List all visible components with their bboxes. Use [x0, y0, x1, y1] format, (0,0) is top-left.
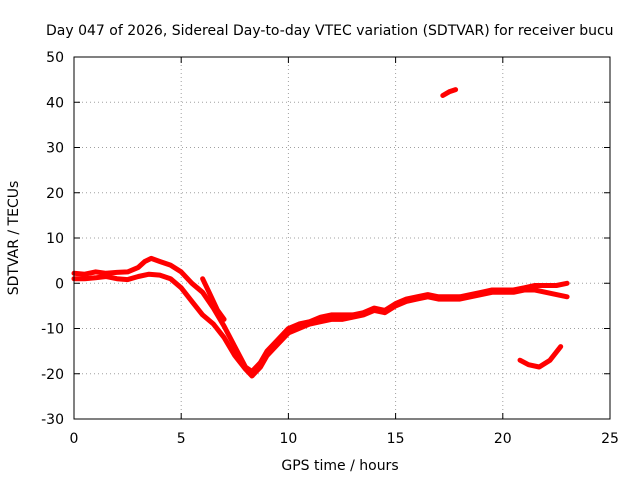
x-tick-label: 10: [279, 431, 297, 447]
grid-lines: [74, 57, 610, 419]
y-tick-label: -20: [41, 367, 64, 383]
chart-title: Day 047 of 2026, Sidereal Day-to-day VTE…: [46, 23, 614, 39]
y-tick-label: -30: [41, 412, 64, 428]
y-tick-label: 20: [46, 186, 64, 202]
y-tick-label: 50: [46, 50, 64, 66]
x-axis-label: GPS time / hours: [281, 458, 398, 474]
data-series: [71, 87, 570, 379]
x-tick-label: 0: [70, 431, 79, 447]
y-axis-label: SDTVAR / TECUs: [6, 181, 22, 296]
x-tick-label: 25: [601, 431, 619, 447]
axis-ticks: 0 5 10 15 20 25 -30 -20 -10 0 10 20 30 40 50: [41, 50, 619, 447]
series-late-segment: [517, 344, 564, 370]
x-tick-label: 5: [177, 431, 186, 447]
x-tick-label: 20: [494, 431, 512, 447]
y-tick-label: 40: [46, 95, 64, 111]
series-outlier-segment: [440, 87, 459, 98]
y-tick-label: -10: [41, 322, 64, 338]
series-dropping-branch: [200, 276, 227, 322]
x-tick-label: 15: [387, 431, 405, 447]
y-tick-label: 10: [46, 231, 64, 247]
y-tick-label: 30: [46, 141, 64, 157]
y-tick-label: 0: [55, 276, 64, 292]
series-main-trace-lower: [71, 271, 570, 379]
